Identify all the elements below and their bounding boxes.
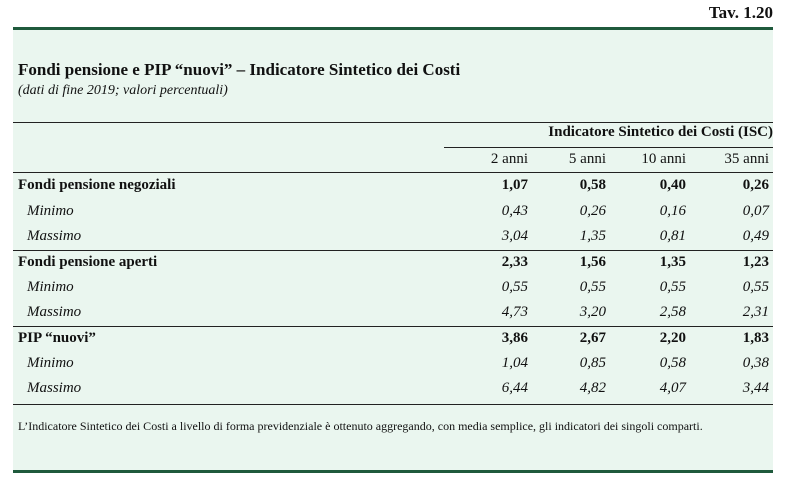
cell-value: 1,04 [501,355,528,371]
column-header: 10 anni [641,151,686,167]
table-row: Massimo 4,73 3,20 2,58 2,31 [13,304,773,328]
column-header: 2 anni [490,151,528,167]
column-group-header: Indicatore Sintetico dei Costi (ISC) [548,124,773,140]
cell-value: 2,31 [742,304,769,320]
cell-value: 0,55 [659,279,686,295]
cell-value: 1,23 [742,254,769,270]
table-row: Minimo 1,04 0,85 0,58 0,38 [13,355,773,379]
table-row: Minimo 0,55 0,55 0,55 0,55 [13,279,773,303]
cell-value: 0,07 [742,203,769,219]
group-rule [13,326,773,327]
cell-value: 0,40 [659,177,686,193]
table-note: L’Indicatore Sintetico dei Costi a livel… [18,419,703,433]
cell-value: 6,44 [501,380,528,396]
cell-value: 4,82 [579,380,606,396]
row-label: Massimo [27,304,82,320]
row-label: Fondi pensione negoziali [18,177,176,193]
cell-value: 1,35 [579,228,606,244]
header-top-rule [13,122,773,123]
cell-value: 2,67 [579,330,606,346]
cell-value: 0,58 [659,355,686,371]
table-panel: Fondi pensione e PIP “nuovi” – Indicator… [13,27,773,473]
table-row: PIP “nuovi” 3,86 2,67 2,20 1,83 [13,330,773,354]
cell-value: 1,07 [501,177,528,193]
cell-value: 3,44 [742,380,769,396]
table-bottom-rule [13,404,773,405]
row-label: Minimo [27,203,74,219]
column-header: 5 anni [568,151,606,167]
cell-value: 2,58 [659,304,686,320]
cell-value: 1,35 [659,254,686,270]
row-label: Massimo [27,380,82,396]
group-rule [13,250,773,251]
cell-value: 3,04 [501,228,528,244]
table-row: Minimo 0,43 0,26 0,16 0,07 [13,203,773,227]
table-row: Fondi pensione aperti 2,33 1,56 1,35 1,2… [13,254,773,278]
cell-value: 4,73 [501,304,528,320]
cell-value: 2,33 [501,254,528,270]
cell-value: 0,49 [742,228,769,244]
table-row: Massimo 3,04 1,35 0,81 0,49 [13,228,773,252]
cell-value: 0,55 [742,279,769,295]
cell-value: 3,86 [501,330,528,346]
group-header-rule [444,147,773,148]
cell-value: 1,83 [742,330,769,346]
cell-value: 0,55 [579,279,606,295]
table-number: Tav. 1.20 [708,3,773,22]
cell-value: 4,07 [659,380,686,396]
cell-value: 0,43 [501,203,528,219]
cell-value: 0,16 [659,203,686,219]
cell-value: 0,85 [579,355,606,371]
column-header: 35 anni [724,151,769,167]
row-label: Minimo [27,279,74,295]
cell-value: 0,81 [659,228,686,244]
table-title: Fondi pensione e PIP “nuovi” – Indicator… [18,60,461,79]
table-row: Massimo 6,44 4,82 4,07 3,44 [13,380,773,404]
cell-value: 3,20 [579,304,606,320]
table-subtitle: (dati di fine 2019; valori percentuali) [18,83,228,98]
cell-value: 0,38 [742,355,769,371]
row-label: Minimo [27,355,74,371]
cell-value: 1,56 [579,254,606,270]
cell-value: 0,58 [579,177,606,193]
header-bottom-rule [13,172,773,173]
cell-value: 0,26 [742,177,769,193]
table-row: Fondi pensione negoziali 1,07 0,58 0,40 … [13,177,773,201]
row-label: Massimo [27,228,82,244]
row-label: PIP “nuovi” [18,330,96,346]
cell-value: 0,55 [501,279,528,295]
cell-value: 2,20 [659,330,686,346]
cell-value: 0,26 [579,203,606,219]
row-label: Fondi pensione aperti [18,254,158,270]
